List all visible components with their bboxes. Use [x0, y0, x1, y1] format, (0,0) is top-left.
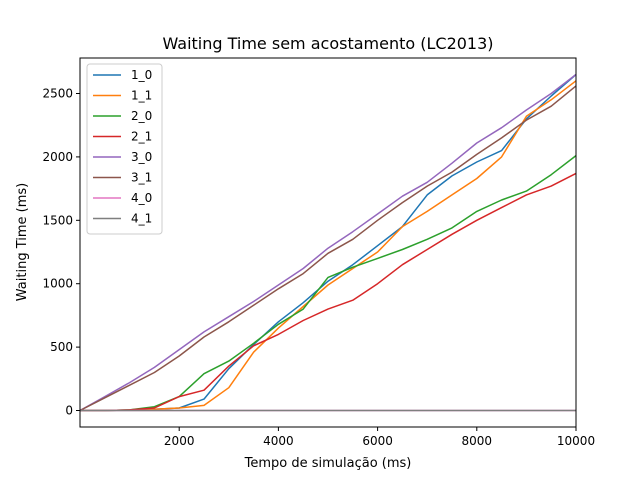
- legend-label: 1_1: [131, 89, 152, 103]
- series-line-1_1: [80, 80, 577, 412]
- chart-title: Waiting Time sem acostamento (LC2013): [162, 34, 493, 53]
- series-line-2_0: [80, 155, 577, 412]
- series-line-3_1: [79, 85, 577, 412]
- x-tick-label: 10000: [557, 434, 595, 448]
- plot-lines: [79, 73, 577, 412]
- series-line-3_0: [79, 73, 577, 412]
- legend-box: [86, 63, 163, 235]
- legend-label: 1_0: [131, 68, 152, 82]
- x-tick-label: 2000: [164, 434, 195, 448]
- legend-label: 2_0: [131, 109, 152, 123]
- legend-label: 4_1: [131, 212, 152, 226]
- x-tick-label: 8000: [462, 434, 493, 448]
- legend-label: 3_0: [131, 150, 152, 164]
- y-tick-label: 2500: [42, 87, 73, 101]
- plot-frame: [79, 57, 577, 428]
- x-axis-ticks: 2000 4000 6000 8000 10000: [164, 427, 595, 448]
- legend-label: 4_0: [131, 191, 152, 205]
- legend-label: 3_1: [131, 171, 152, 185]
- y-axis-label: Waiting Time (ms): [15, 183, 30, 301]
- y-tick-label: 1500: [42, 213, 73, 227]
- y-axis-ticks: 0 500 1000 1500 2000 2500: [42, 87, 80, 418]
- series-line-2_1: [80, 172, 577, 412]
- y-tick-label: 500: [50, 340, 73, 354]
- y-tick-label: 2000: [42, 150, 73, 164]
- x-axis-label: Tempo de simulação (ms): [244, 456, 412, 471]
- x-tick-label: 6000: [362, 434, 393, 448]
- legend-label: 2_1: [131, 130, 152, 144]
- y-tick-label: 1000: [42, 277, 73, 291]
- y-tick-label: 0: [65, 404, 73, 418]
- legend: 1_0 1_1 2_0 2_1 3_0 3_1 4_0 4_1: [86, 63, 163, 235]
- x-tick-label: 4000: [263, 434, 294, 448]
